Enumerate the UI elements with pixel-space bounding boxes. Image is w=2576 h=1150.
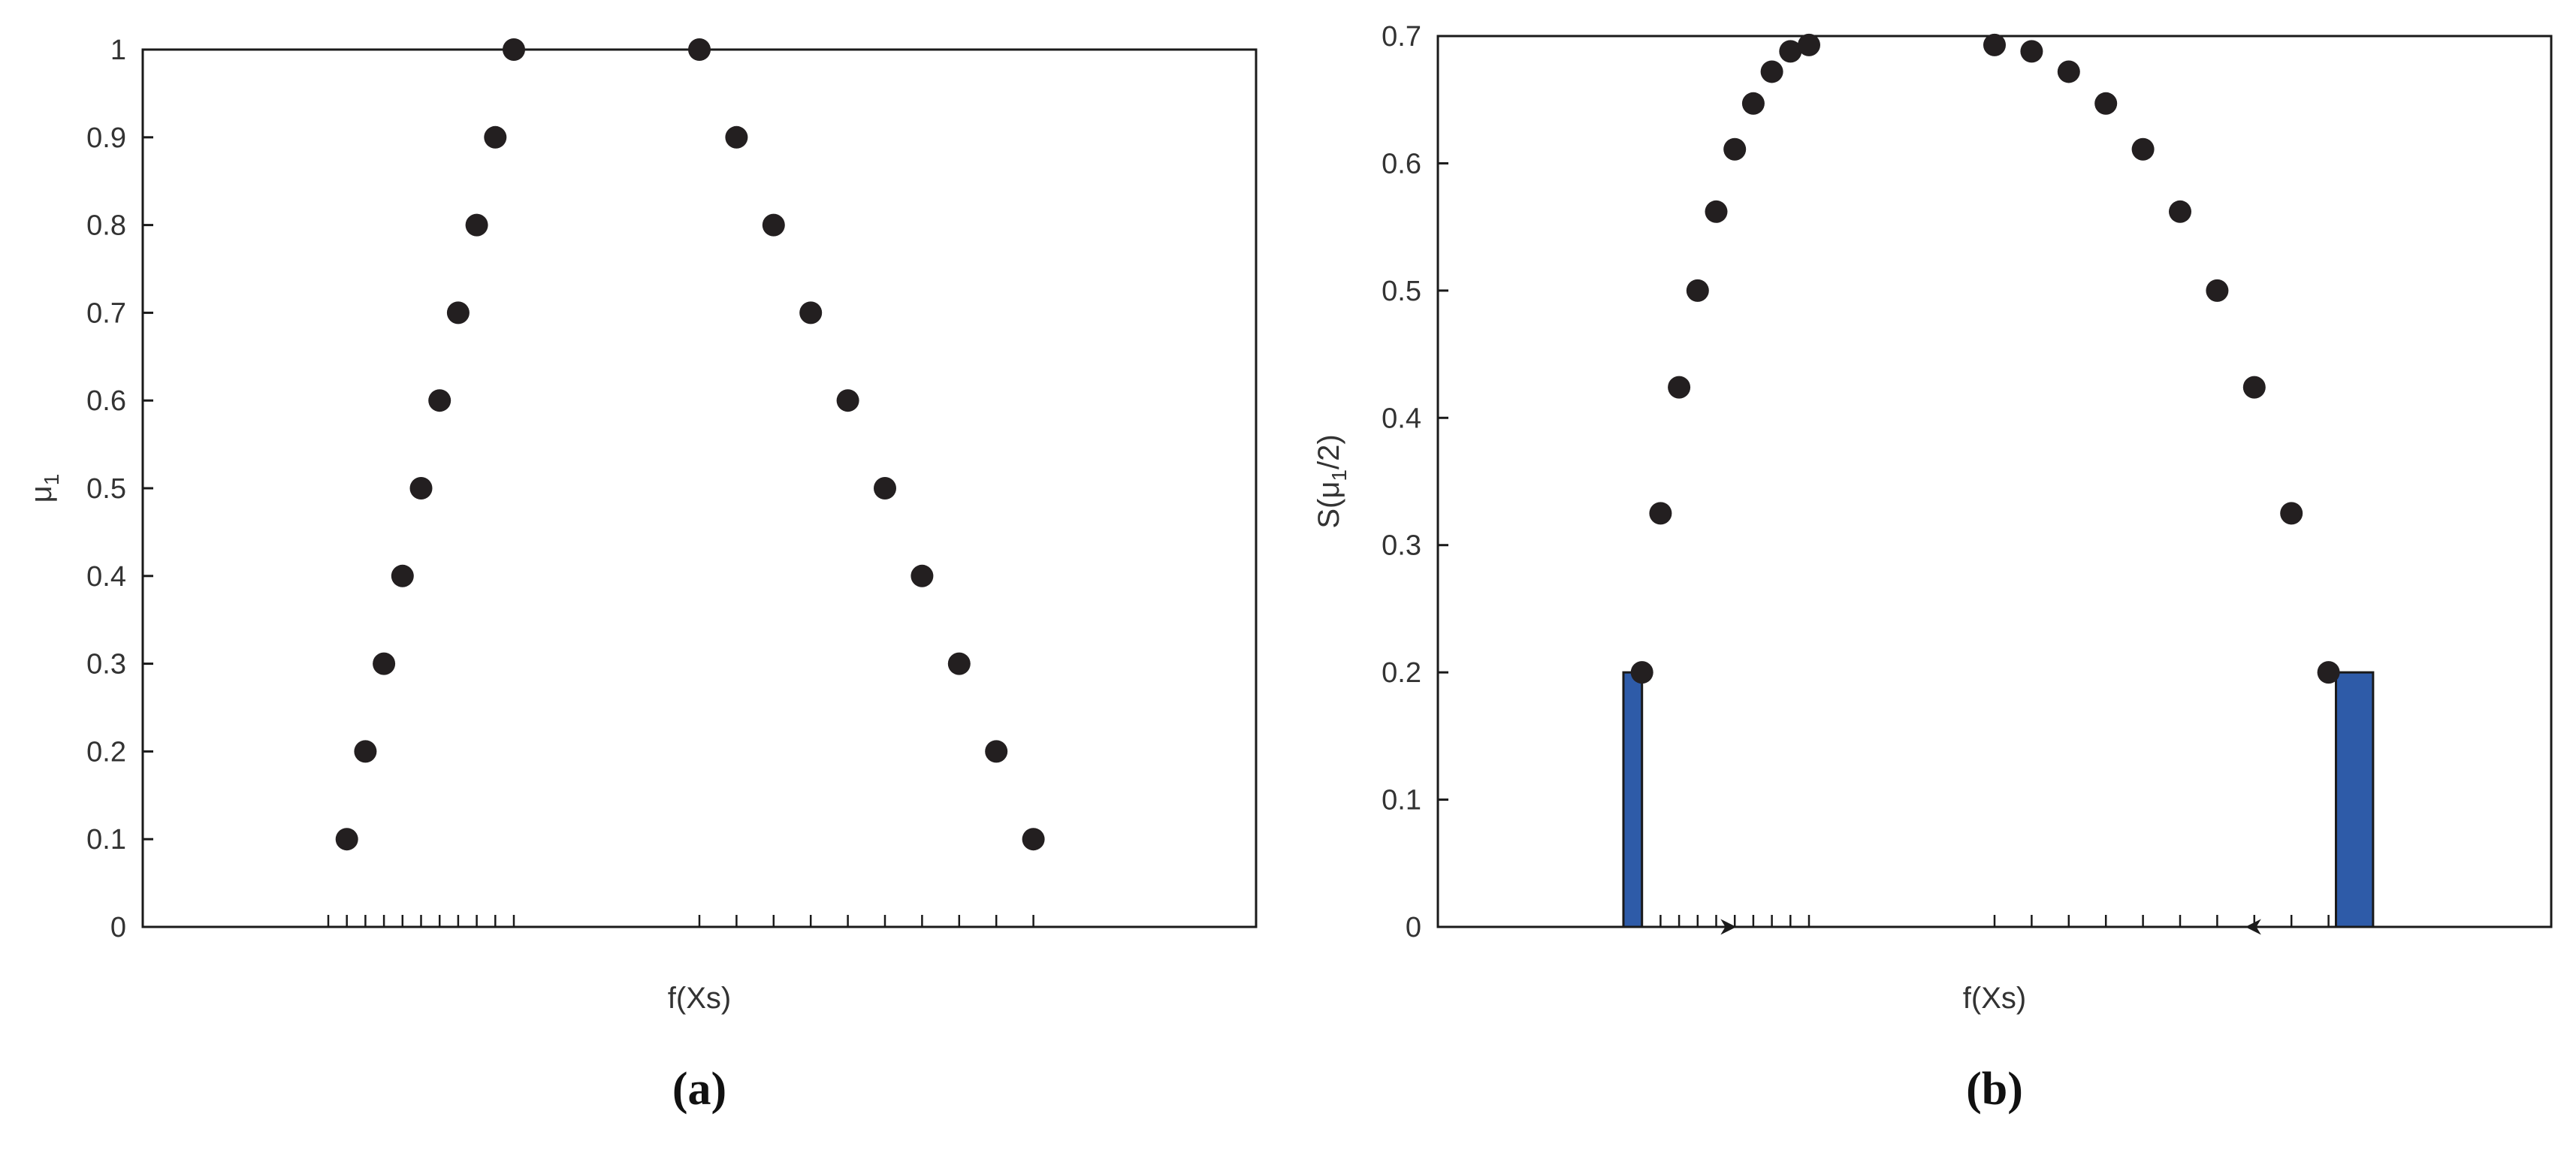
- bar: [2334, 671, 2375, 928]
- y-tick-label: 0.3: [86, 649, 126, 681]
- x-axis-ticks-a: [327, 915, 1034, 927]
- y-tick-label: 0.2: [1382, 657, 1421, 689]
- data-point: [428, 389, 451, 412]
- y-tick-label: 0.7: [86, 297, 126, 329]
- data-point: [947, 652, 971, 675]
- y-axis-ticks-a: 0 0.1 0.2 0.3 0.4 0.5 0.6 0.7 0.8 0.9 1: [86, 35, 153, 943]
- x-axis-ticks-b: [1641, 915, 2330, 927]
- data-point: [2169, 200, 2191, 223]
- y-axis-label-b-post: /2): [1312, 434, 1345, 469]
- data-point: [484, 125, 507, 149]
- data-point: [1983, 33, 2006, 56]
- y-tick-label: 0.5: [86, 473, 126, 505]
- data-point: [2206, 279, 2229, 302]
- data-point: [1798, 33, 1820, 56]
- y-tick-label: 0.4: [86, 561, 126, 593]
- y-axis-label-a: μ1: [25, 474, 63, 503]
- data-point: [985, 740, 1008, 763]
- y-tick-label: 0.8: [86, 210, 126, 242]
- y-tick-label: 0.6: [1382, 148, 1421, 180]
- chart-panel-a: 00.10.20.30.40.50.60.70.80.91 f(Xs) μ1 (…: [25, 35, 1258, 1115]
- data-point: [373, 652, 396, 675]
- y-tick-label: 0.7: [1382, 21, 1421, 53]
- data-point: [911, 564, 934, 587]
- plot-frame-a: [141, 48, 1258, 928]
- y-tick-label: 0.5: [1382, 276, 1421, 307]
- data-point: [409, 477, 433, 500]
- data-point: [2317, 661, 2340, 684]
- x-axis-label-b: f(Xs): [1963, 982, 2026, 1015]
- data-point: [446, 301, 470, 324]
- bar: [1622, 671, 1644, 928]
- y-axis-label-b-sub: 1: [1327, 469, 1351, 481]
- data-point: [1705, 200, 1728, 223]
- data-point: [1741, 92, 1765, 115]
- data-point: [836, 389, 859, 412]
- data-point: [335, 828, 358, 851]
- data-point: [1649, 502, 1672, 525]
- data-point: [1022, 828, 1045, 851]
- bars-b: [1622, 671, 2375, 928]
- data-point: [1779, 40, 1802, 63]
- y-tick-label: 0.2: [86, 736, 126, 768]
- data-point: [2057, 60, 2080, 83]
- y-tick-label: 0.3: [1382, 530, 1421, 562]
- y-axis-label-a-sub: 1: [40, 474, 63, 486]
- data-point: [503, 38, 525, 61]
- data-point: [1686, 279, 1709, 302]
- data-point: [762, 213, 785, 237]
- data-point: [799, 301, 823, 324]
- data-point: [2280, 502, 2303, 525]
- data-point: [2020, 40, 2043, 63]
- y-tick-label: 0: [110, 912, 126, 943]
- y-tick-label: 0: [1406, 912, 1421, 943]
- y-tick-label: 0.9: [86, 122, 126, 154]
- data-point: [465, 213, 488, 237]
- y-axis-label-b-main: μ: [1312, 481, 1345, 499]
- data-point: [688, 38, 711, 61]
- data-point: [1630, 661, 1653, 684]
- plot-frame-b: [1436, 35, 2553, 928]
- chart-panel-b: 0 0.1 0.2 0.3 0.4 0.5 0.6 0.7 f(Xs) S(μ1/2) (b): [1312, 21, 2553, 1115]
- x-axis-label-a: f(Xs): [668, 982, 731, 1015]
- data-point: [1760, 60, 1783, 83]
- data-point: [2131, 137, 2155, 161]
- data-point: [1668, 376, 1691, 399]
- data-point: [2094, 92, 2118, 115]
- y-axis-label-a-main: μ: [25, 485, 58, 503]
- data-points-b: [1630, 33, 2340, 684]
- y-tick-label: 0.1: [1382, 785, 1421, 816]
- data-point: [725, 125, 748, 149]
- y-tick-label: 1: [110, 35, 126, 66]
- panel-label-b: (b): [1966, 1064, 2023, 1115]
- y-axis-label-b-pre: S(: [1312, 498, 1345, 529]
- data-points-a: [335, 38, 1045, 851]
- data-point: [874, 477, 896, 500]
- panel-label-a: (a): [672, 1064, 726, 1115]
- data-point: [1723, 137, 1747, 161]
- y-axis-label-b: S(μ1/2): [1312, 434, 1351, 528]
- data-point: [2242, 376, 2266, 399]
- y-axis-ticks-b: 0 0.1 0.2 0.3 0.4 0.5 0.6 0.7: [1382, 21, 1448, 943]
- data-point: [391, 564, 414, 587]
- data-point: [354, 740, 377, 763]
- y-tick-label: 0.4: [1382, 403, 1421, 434]
- y-tick-label: 0.1: [86, 824, 126, 856]
- y-tick-label: 0.6: [86, 385, 126, 417]
